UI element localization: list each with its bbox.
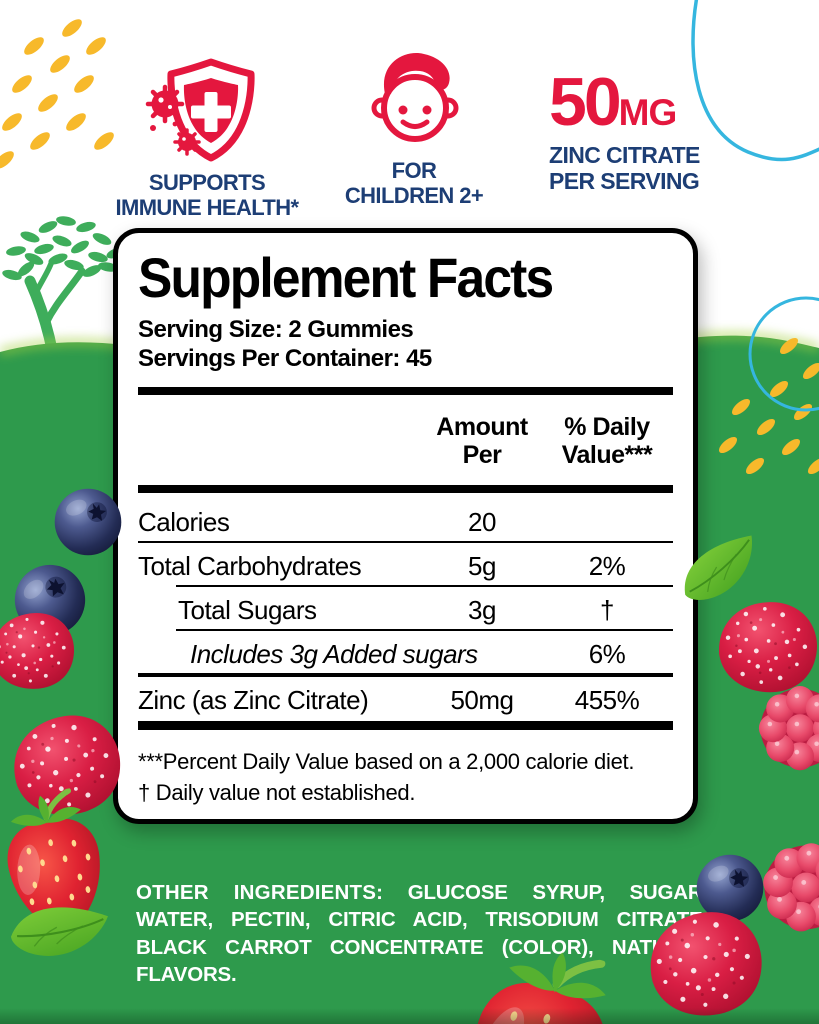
row-name: Includes 3g Added sugars [190,639,478,669]
supplement-facts-panel: Supplement Facts Serving Size: 2 Gummies… [113,228,698,824]
other-ingredients-label: OTHER INGREDIENTS: [136,880,384,904]
facts-row-total-sugars: Total Sugars 3g † [138,587,673,629]
gummy-icon [647,908,766,1020]
children-label-line2: CHILDREN 2+ [344,183,484,208]
cyan-circle-icon [748,296,819,412]
row-dv: † [600,595,614,625]
thick-rule [138,721,673,730]
bottom-vignette [0,1008,819,1024]
cyan-curve-icon [691,0,819,162]
thin-rule [138,541,673,543]
thick-rule [138,387,673,395]
badge-dose: 50 MG ZINC CITRATE PER SERVING [549,64,719,194]
row-amount: 3g [468,595,496,625]
dose-label-line2: PER SERVING [549,168,700,194]
row-name: Zinc (as Zinc Citrate) [138,685,369,715]
gummy-icon [0,613,75,689]
footnote-daily-value: ***Percent Daily Value based on a 2,000 … [138,749,635,774]
medium-rule [138,673,673,677]
child-face-icon [371,52,459,142]
footnote-not-established: † Daily value not established. [138,780,416,805]
facts-row-zinc: Zinc (as Zinc Citrate) 50mg 455% [138,677,673,719]
row-amount: 20 [468,507,496,537]
dose-amount: 50 [549,64,622,140]
facts-row-carbohydrates: Total Carbohydrates 5g 2% [138,543,673,585]
facts-header-row: Amount Per % Daily Value*** [138,395,673,485]
thick-rule [138,485,673,493]
immune-label-line2: IMMUNE HEALTH* [115,195,299,220]
dose-amount-row: 50 MG [549,64,719,140]
row-dv: 2% [588,551,626,581]
row-dv: 6% [588,639,626,669]
serving-size: Serving Size: 2 Gummies [138,316,414,343]
servings-per-container: Servings Per Container: 45 [138,345,432,372]
other-ingredients: OTHER INGREDIENTS: GLUCOSE SYRUP, SUGAR,… [136,879,708,989]
row-amount: 5g [468,551,496,581]
other-ingredients-text: GLUCOSE SYRUP, SUGAR, WATER, PECTIN, CIT… [136,880,708,987]
yellow-dots-top-left [0,19,114,169]
dose-label-line1: ZINC CITRATE [549,142,700,168]
column-amount-per: Amount Per [436,413,528,469]
supplement-facts-title: Supplement Facts [138,246,554,309]
serving-info: Serving Size: 2 Gummies Servings Per Con… [138,315,673,373]
badge-for-children: FOR CHILDREN 2+ [328,46,500,208]
thin-rule-indented [176,585,673,587]
raspberry-icon [758,686,819,771]
children-label-line1: FOR [391,158,437,183]
blueberry-icon [54,488,122,556]
row-name: Calories [138,507,230,537]
yellow-dots-right [718,337,819,475]
row-amount: 50mg [450,685,514,715]
row-name: Total Carbohydrates [138,551,362,581]
row-name: Total Sugars [178,595,317,625]
column-daily-value: % Daily Value*** [561,413,653,469]
facts-row-calories: Calories 20 [138,499,673,541]
shield-cross-virus-icon [145,58,255,162]
immune-label-line1: SUPPORTS [148,170,266,195]
badge-immune-health: SUPPORTS IMMUNE HEALTH* [96,56,318,220]
row-dv: 455% [574,685,640,715]
footnotes: ***Percent Daily Value based on a 2,000 … [138,746,673,808]
facts-row-added-sugars: Includes 3g Added sugars 6% [138,631,673,673]
dose-unit: MG [618,92,678,133]
thin-rule-indented [176,629,673,631]
